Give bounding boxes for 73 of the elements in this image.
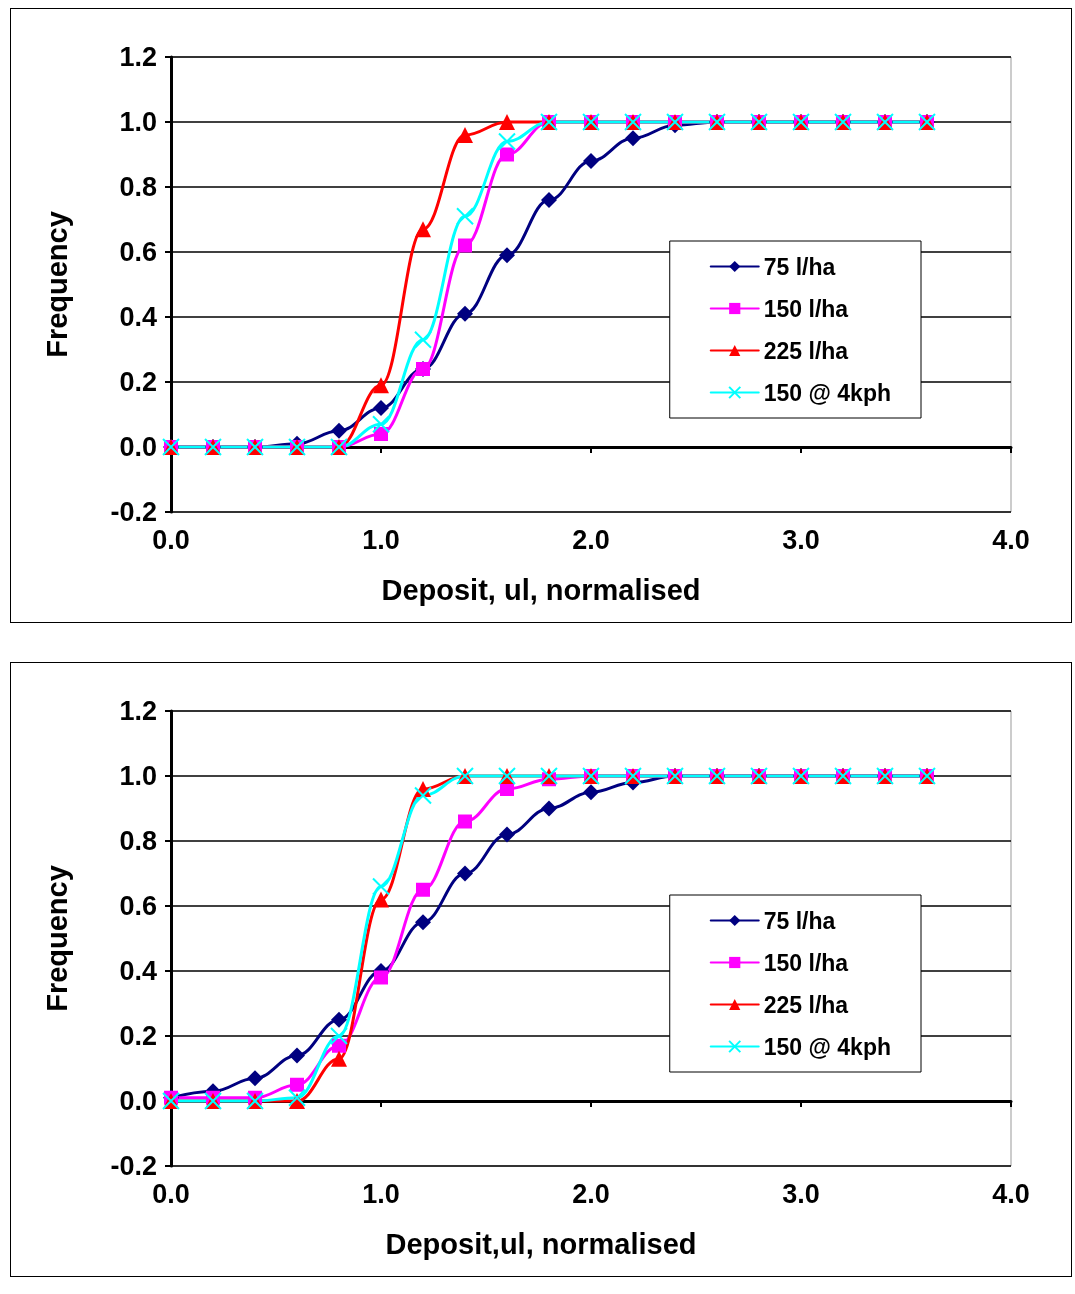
point: [372, 415, 390, 434]
x-tick-label: 2.0: [572, 1178, 610, 1209]
x-tick-label: 4.0: [992, 524, 1030, 555]
x-tick-label: 4.0: [992, 1178, 1030, 1209]
point: [373, 377, 389, 394]
x-tick-label: 1.0: [362, 1178, 400, 1209]
point: [458, 814, 472, 829]
point: [415, 914, 431, 931]
legend-label: 75 l/ha: [763, 253, 836, 280]
y-tick-label: 0.0: [119, 432, 157, 462]
legend-label: 225 l/ha: [763, 991, 849, 1018]
y-axis-title: Frequency: [40, 211, 73, 358]
y-tick-label: -0.2: [110, 1151, 157, 1181]
point: [414, 330, 432, 349]
x-tick-label: 2.0: [572, 524, 610, 555]
legend-label: 150 l/ha: [763, 295, 849, 322]
point: [331, 1011, 347, 1028]
point: [330, 1027, 348, 1045]
point: [500, 147, 514, 162]
point: [583, 784, 599, 801]
point: [456, 207, 474, 226]
point: [331, 1050, 347, 1067]
x-tick-label: 0.0: [152, 524, 190, 555]
y-tick-label: 0.2: [119, 1021, 157, 1051]
point: [416, 882, 430, 897]
legend-label: 150 l/ha: [763, 949, 849, 976]
point: [499, 247, 515, 264]
y-tick-label: 0.0: [119, 1086, 157, 1116]
x-tick-label: 3.0: [782, 524, 820, 555]
point: [374, 970, 388, 985]
point: [498, 132, 516, 151]
point: [457, 865, 473, 882]
point: [457, 305, 473, 322]
y-axis-title: Frequency: [40, 865, 73, 1012]
point: [247, 1070, 263, 1087]
y-tick-label: 1.0: [119, 107, 157, 137]
point: [373, 891, 389, 908]
y-tick-label: 0.6: [119, 891, 157, 921]
y-tick-label: 1.0: [119, 761, 157, 791]
legend-label: 150 @ 4kph: [763, 1033, 891, 1060]
x-axis-title: Deposit, ul, normalised: [381, 573, 701, 606]
y-tick-label: 0.8: [119, 826, 157, 856]
point: [372, 877, 390, 896]
y-tick-label: 1.2: [119, 42, 157, 72]
x-tick-label: 1.0: [362, 524, 400, 555]
y-tick-label: 0.6: [119, 237, 157, 267]
y-tick-label: 0.4: [119, 956, 157, 986]
point: [290, 1077, 304, 1092]
point: [415, 221, 431, 238]
y-tick-label: 0.4: [119, 302, 157, 332]
x-axis-title: Deposit,ul, normalised: [385, 1227, 697, 1260]
point: [373, 400, 389, 416]
point: [458, 238, 472, 253]
point: [541, 192, 557, 208]
y-tick-label: 0.2: [119, 367, 157, 397]
point: [625, 130, 641, 147]
legend-label: 225 l/ha: [763, 337, 849, 364]
y-tick-label: -0.2: [110, 497, 157, 527]
point: [457, 127, 473, 143]
point: [499, 826, 515, 843]
x-tick-label: 3.0: [782, 1178, 820, 1209]
y-tick-label: 1.2: [119, 696, 157, 726]
point: [541, 800, 557, 817]
point: [289, 1047, 305, 1064]
y-tick-label: 0.8: [119, 172, 157, 202]
point: [583, 153, 599, 169]
point: [414, 786, 432, 805]
x-tick-label: 0.0: [152, 1178, 190, 1209]
legend-label: 75 l/ha: [763, 907, 836, 934]
legend-label: 150 @ 4kph: [763, 379, 891, 406]
point: [331, 422, 347, 439]
point: [499, 114, 515, 130]
point: [288, 1088, 306, 1107]
